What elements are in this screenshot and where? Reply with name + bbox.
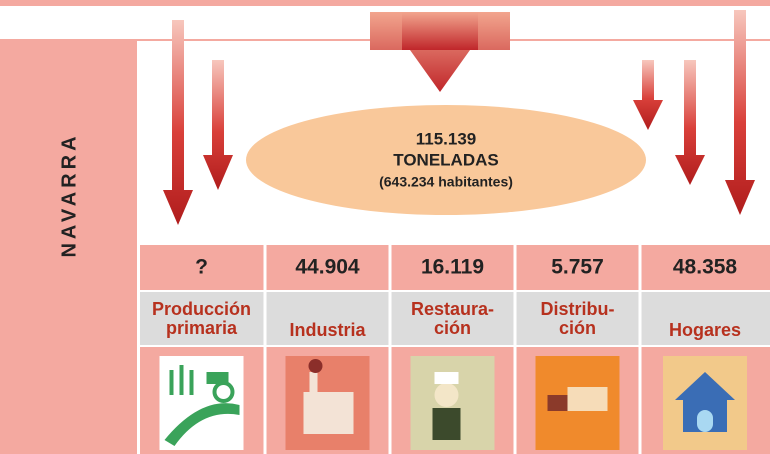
column-value: 16.119	[421, 256, 484, 279]
column-label: Restaura-	[411, 299, 494, 319]
column-label: Hogares	[669, 320, 741, 340]
column-label: Producción	[152, 299, 251, 319]
column-value: 48.358	[673, 256, 738, 279]
big-arrow-shaft	[402, 12, 478, 50]
arrow	[633, 60, 663, 130]
total-amount: 115.139	[416, 129, 477, 148]
icon-chef-body	[432, 408, 461, 440]
value-row	[140, 245, 770, 290]
icon-wheat	[169, 365, 194, 395]
arrow	[725, 10, 755, 215]
column-label: ción	[559, 318, 596, 338]
icon-fields	[164, 403, 240, 446]
column-value: 5.757	[551, 256, 604, 279]
region-column	[0, 40, 137, 454]
total-population: (643.234 habitantes)	[379, 174, 513, 190]
column-label: primaria	[166, 318, 238, 338]
column-label: Industria	[289, 320, 366, 340]
icon-chef-head	[434, 383, 459, 407]
arrow	[675, 60, 705, 185]
total-ellipse	[246, 105, 646, 215]
icon-roof	[675, 372, 735, 400]
label-row	[140, 292, 770, 345]
column-value: ?	[195, 256, 208, 279]
top-strip	[0, 0, 770, 6]
region-label: NAVARRA	[58, 132, 80, 257]
total-unit: TONELADAS	[393, 150, 498, 169]
icon-tractor	[206, 372, 229, 384]
icon-smoke	[308, 359, 323, 373]
column-label: Distribu-	[541, 299, 615, 319]
icon-truck-cab	[547, 395, 568, 411]
column-value: 44.904	[295, 256, 360, 279]
arrow	[163, 20, 193, 225]
icon-chef-hat	[434, 372, 459, 384]
column-label: ción	[434, 318, 471, 338]
arrows	[163, 10, 755, 225]
icon-factory	[303, 392, 354, 434]
icon-truck-box	[567, 387, 608, 411]
arrow	[203, 60, 233, 190]
icon-door	[697, 410, 713, 432]
icon-chimney	[309, 372, 318, 394]
